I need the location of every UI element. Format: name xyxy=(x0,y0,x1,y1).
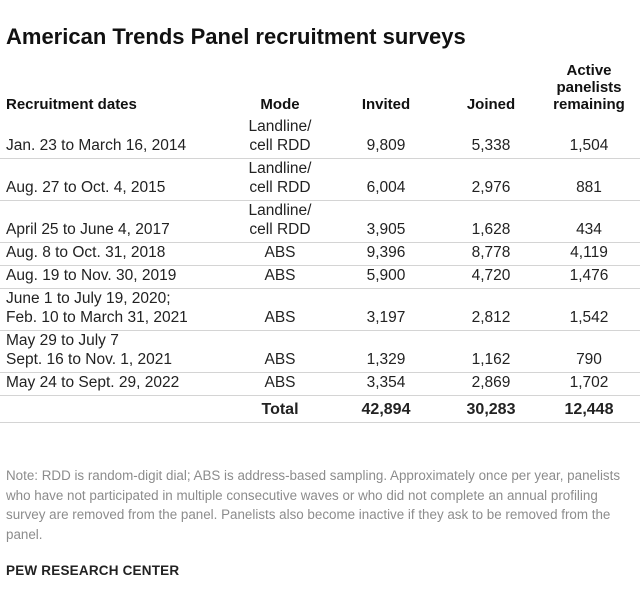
cell-active: 1,476 xyxy=(569,267,609,284)
table-note: Note: RDD is random-digit dial; ABS is a… xyxy=(6,468,621,542)
cell-dates: May 24 to Sept. 29, 2022 xyxy=(6,374,180,391)
cell-joined: 4,720 xyxy=(471,267,511,284)
cell-invited: 9,809 xyxy=(366,137,406,154)
table-header-row: Recruitment dates Mode Invited Joined Ac… xyxy=(0,62,640,117)
header-joined: Joined xyxy=(466,96,516,113)
cell-joined: 8,778 xyxy=(471,244,511,261)
table-row: June 1 to July 19, 2020; Feb. 10 to Marc… xyxy=(0,289,640,331)
cell-joined: 2,869 xyxy=(471,374,511,391)
source-credit: PEW RESEARCH CENTER xyxy=(6,563,180,578)
header-active-panelists: Active panelists remaining xyxy=(553,62,625,113)
recruitment-table: Recruitment dates Mode Invited Joined Ac… xyxy=(0,62,640,423)
total-label: Total xyxy=(261,401,299,418)
cell-invited: 6,004 xyxy=(366,179,406,196)
cell-dates: Aug. 27 to Oct. 4, 2015 xyxy=(6,179,166,196)
cell-dates: Jan. 23 to March 16, 2014 xyxy=(6,137,187,154)
cell-invited: 3,197 xyxy=(366,309,406,326)
cell-mode: ABS xyxy=(264,309,296,326)
table-row: Aug. 27 to Oct. 4, 2015 Landline/ cell R… xyxy=(0,159,640,201)
total-joined: 30,283 xyxy=(466,401,516,418)
table-row: Aug. 8 to Oct. 31, 2018 ABS 9,396 8,778 … xyxy=(0,243,640,266)
cell-active: 4,119 xyxy=(570,244,608,261)
table-row: May 29 to July 7 Sept. 16 to Nov. 1, 202… xyxy=(0,331,640,373)
total-invited: 42,894 xyxy=(361,401,411,418)
cell-mode: Landline/ cell RDD xyxy=(248,160,312,196)
total-active: 12,448 xyxy=(564,401,614,418)
header-invited: Invited xyxy=(361,96,411,113)
cell-active: 881 xyxy=(576,179,602,196)
cell-invited: 9,396 xyxy=(366,244,406,261)
cell-invited: 3,905 xyxy=(366,221,406,238)
cell-mode: ABS xyxy=(264,244,296,261)
total-spacer xyxy=(0,396,232,423)
total-row: Total 42,894 30,283 12,448 xyxy=(0,396,640,423)
cell-dates: April 25 to June 4, 2017 xyxy=(6,221,170,238)
cell-invited: 5,900 xyxy=(366,267,406,284)
cell-joined: 2,976 xyxy=(471,179,511,196)
cell-active: 1,702 xyxy=(569,374,609,391)
cell-invited: 1,329 xyxy=(366,351,406,368)
cell-mode: ABS xyxy=(264,351,296,368)
page-title: American Trends Panel recruitment survey… xyxy=(6,24,466,49)
table-row: Jan. 23 to March 16, 2014 Landline/ cell… xyxy=(0,117,640,159)
cell-dates: Aug. 8 to Oct. 31, 2018 xyxy=(6,244,166,261)
cell-active: 434 xyxy=(576,221,602,238)
cell-mode: Landline/ cell RDD xyxy=(248,118,312,154)
cell-joined: 1,628 xyxy=(471,221,511,238)
header-mode: Mode xyxy=(260,96,300,113)
cell-active: 790 xyxy=(576,351,602,368)
cell-joined: 1,162 xyxy=(471,351,511,368)
table-row: Aug. 19 to Nov. 30, 2019 ABS 5,900 4,720… xyxy=(0,266,640,289)
cell-dates: Aug. 19 to Nov. 30, 2019 xyxy=(6,267,177,284)
table-row: May 24 to Sept. 29, 2022 ABS 3,354 2,869… xyxy=(0,373,640,396)
cell-joined: 2,812 xyxy=(471,309,511,326)
cell-mode: ABS xyxy=(264,374,296,391)
cell-mode: Landline/ cell RDD xyxy=(248,202,312,238)
cell-active: 1,542 xyxy=(569,309,609,326)
cell-dates: June 1 to July 19, 2020; Feb. 10 to Marc… xyxy=(6,290,188,326)
cell-active: 1,504 xyxy=(569,137,609,154)
cell-mode: ABS xyxy=(264,267,296,284)
cell-dates: May 29 to July 7 Sept. 16 to Nov. 1, 202… xyxy=(6,332,173,368)
cell-joined: 5,338 xyxy=(471,137,511,154)
table-row: April 25 to June 4, 2017 Landline/ cell … xyxy=(0,201,640,243)
cell-invited: 3,354 xyxy=(366,374,406,391)
header-recruitment-dates: Recruitment dates xyxy=(6,96,137,113)
